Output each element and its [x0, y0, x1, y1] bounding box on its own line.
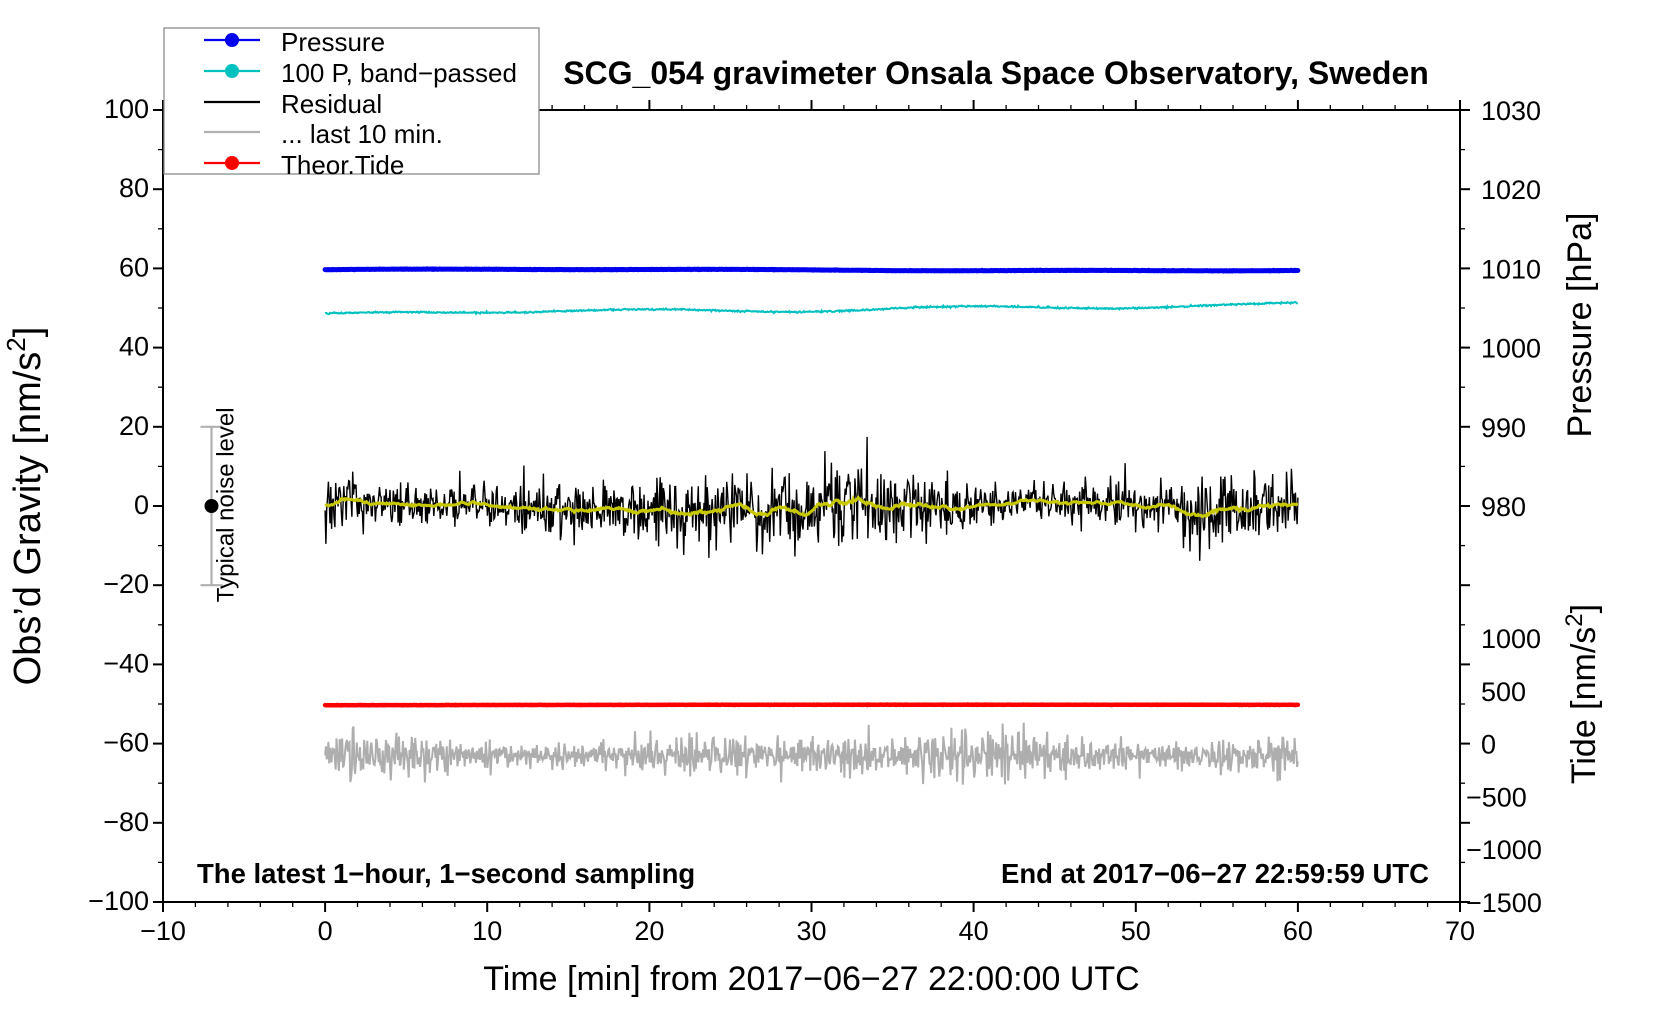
svg-text:40: 40	[959, 916, 989, 946]
svg-text:Pressure: Pressure	[281, 27, 385, 57]
svg-text:−20: −20	[103, 569, 149, 599]
svg-text:20: 20	[634, 916, 664, 946]
svg-text:−1500: −1500	[1466, 888, 1542, 918]
svg-text:−60: −60	[103, 728, 149, 758]
svg-text:60: 60	[1283, 916, 1313, 946]
svg-text:Residual: Residual	[281, 89, 382, 119]
svg-text:Tide [nm/s2]: Tide [nm/s2]	[1561, 604, 1604, 784]
svg-text:20: 20	[119, 411, 149, 441]
svg-text:80: 80	[119, 173, 149, 203]
svg-text:1030: 1030	[1481, 96, 1541, 126]
svg-text:30: 30	[796, 916, 826, 946]
svg-text:Time [min] from 2017−06−27 22:: Time [min] from 2017−06−27 22:00:00 UTC	[483, 960, 1139, 998]
svg-text:−10: −10	[140, 916, 186, 946]
svg-text:980: 980	[1481, 492, 1526, 522]
svg-text:40: 40	[119, 332, 149, 362]
svg-text:500: 500	[1481, 677, 1526, 707]
svg-text:1000: 1000	[1481, 334, 1541, 364]
svg-text:−80: −80	[103, 807, 149, 837]
svg-text:−1000: −1000	[1466, 835, 1542, 865]
svg-text:Typical noise level: Typical noise level	[213, 407, 240, 602]
svg-text:... last 10 min.: ... last 10 min.	[281, 119, 443, 149]
svg-text:0: 0	[318, 916, 333, 946]
svg-text:1000: 1000	[1481, 624, 1541, 654]
svg-text:60: 60	[119, 252, 149, 282]
svg-text:0: 0	[134, 490, 149, 520]
svg-text:Pressure [hPa]: Pressure [hPa]	[1561, 213, 1599, 438]
svg-text:1010: 1010	[1481, 254, 1541, 284]
svg-text:50: 50	[1121, 916, 1151, 946]
svg-text:−40: −40	[103, 648, 149, 678]
svg-text:10: 10	[472, 916, 502, 946]
svg-text:Theor.Tide: Theor.Tide	[281, 150, 404, 180]
svg-text:100 P, band−passed: 100 P, band−passed	[281, 58, 517, 88]
svg-text:SCG_054 gravimeter Onsala Spac: SCG_054 gravimeter Onsala Space Observat…	[563, 55, 1429, 91]
svg-text:990: 990	[1481, 413, 1526, 443]
svg-text:100: 100	[104, 94, 149, 124]
svg-text:−500: −500	[1466, 782, 1527, 812]
svg-text:70: 70	[1445, 916, 1475, 946]
svg-text:0: 0	[1481, 730, 1496, 760]
svg-text:End at 2017−06−27 22:59:59 UTC: End at 2017−06−27 22:59:59 UTC	[1001, 858, 1429, 889]
svg-text:Obs’d Gravity [nm/s2]: Obs’d Gravity [nm/s2]	[1, 327, 49, 686]
svg-text:−100: −100	[88, 886, 149, 916]
svg-text:1020: 1020	[1481, 175, 1541, 205]
svg-text:The latest 1−hour, 1−second sa: The latest 1−hour, 1−second sampling	[197, 858, 695, 889]
